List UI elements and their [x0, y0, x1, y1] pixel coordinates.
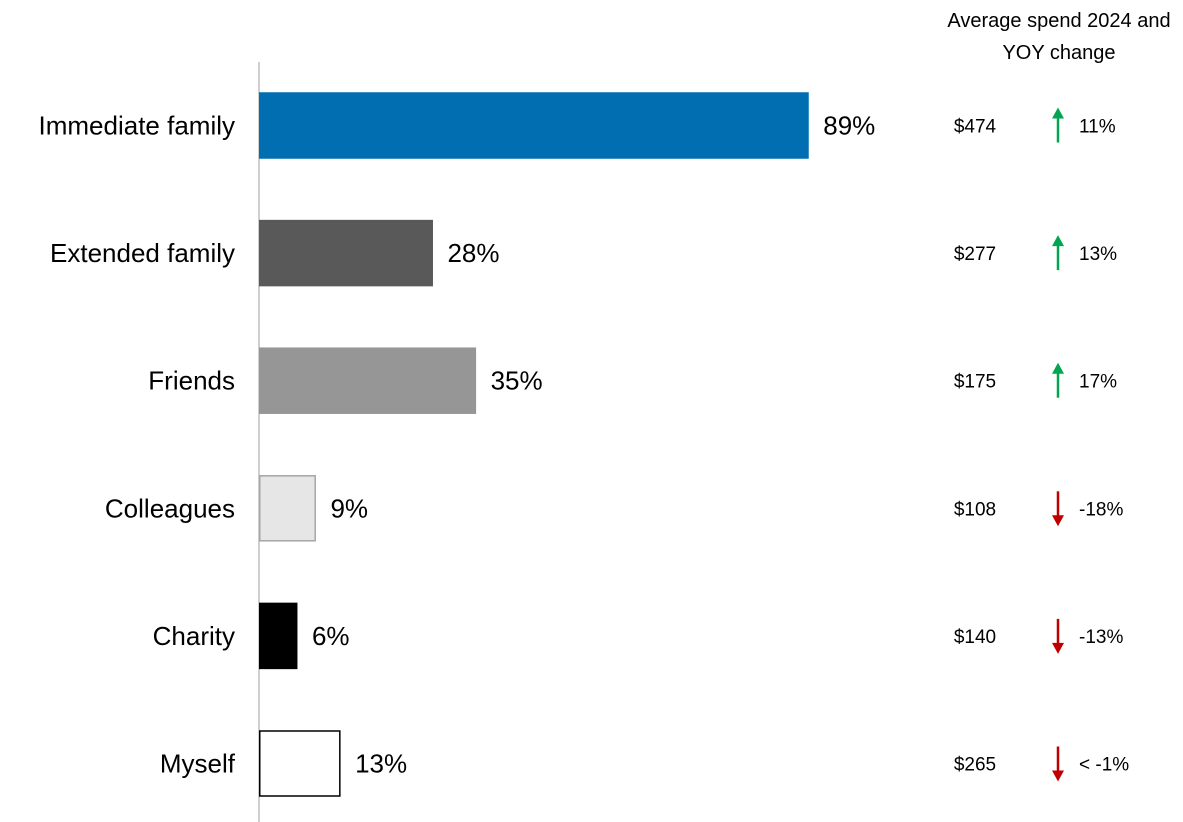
bar-charity — [259, 602, 298, 670]
arrow-head — [1052, 362, 1064, 374]
yoy-change-charity: -13% — [1079, 627, 1123, 648]
bar-friends — [259, 347, 477, 414]
category-label-charity: Charity — [153, 621, 235, 651]
bar-immediate-family — [259, 92, 809, 159]
side-table-header-line2: YOY change — [1002, 42, 1115, 64]
category-label-colleagues: Colleagues — [105, 493, 235, 523]
side-table-header-line1: Average spend 2024 and — [947, 10, 1170, 32]
spend-value-immediate-family: $474 — [954, 117, 997, 138]
yoy-change-myself: < -1% — [1079, 755, 1129, 776]
spend-value-colleagues: $108 — [954, 499, 996, 520]
category-label-extended-family: Extended family — [50, 238, 235, 268]
arrow-head — [1052, 642, 1064, 654]
spend-value-friends: $175 — [954, 372, 996, 393]
bar-colleagues — [259, 475, 316, 542]
category-label-friends: Friends — [148, 366, 235, 396]
value-label-extended-family: 28% — [447, 238, 499, 268]
value-label-immediate-family: 89% — [823, 111, 875, 141]
value-label-myself: 13% — [355, 749, 407, 779]
arrow-head — [1052, 515, 1064, 527]
category-label-myself: Myself — [160, 749, 236, 779]
up-arrow-icon-immediate-family — [1052, 107, 1064, 143]
down-arrow-icon-myself — [1052, 746, 1064, 782]
arrow-head — [1052, 770, 1064, 782]
yoy-change-extended-family: 13% — [1079, 244, 1117, 265]
value-label-charity: 6% — [312, 621, 350, 651]
up-arrow-icon-extended-family — [1052, 235, 1064, 271]
value-label-colleagues: 9% — [330, 493, 368, 523]
bar-myself — [259, 730, 341, 797]
value-label-friends: 35% — [491, 366, 543, 396]
yoy-change-colleagues: -18% — [1079, 499, 1123, 520]
bar-extended-family — [259, 219, 433, 287]
arrow-head — [1052, 235, 1064, 247]
up-arrow-icon-friends — [1052, 362, 1064, 398]
down-arrow-icon-charity — [1052, 618, 1064, 654]
spend-value-extended-family: $277 — [954, 244, 996, 265]
yoy-change-immediate-family: 11% — [1079, 117, 1116, 138]
spend-value-charity: $140 — [954, 627, 996, 648]
spend-value-myself: $265 — [954, 755, 996, 776]
category-label-immediate-family: Immediate family — [39, 111, 236, 141]
arrow-head — [1052, 107, 1064, 119]
down-arrow-icon-colleagues — [1052, 491, 1064, 527]
yoy-change-friends: 17% — [1079, 372, 1117, 393]
